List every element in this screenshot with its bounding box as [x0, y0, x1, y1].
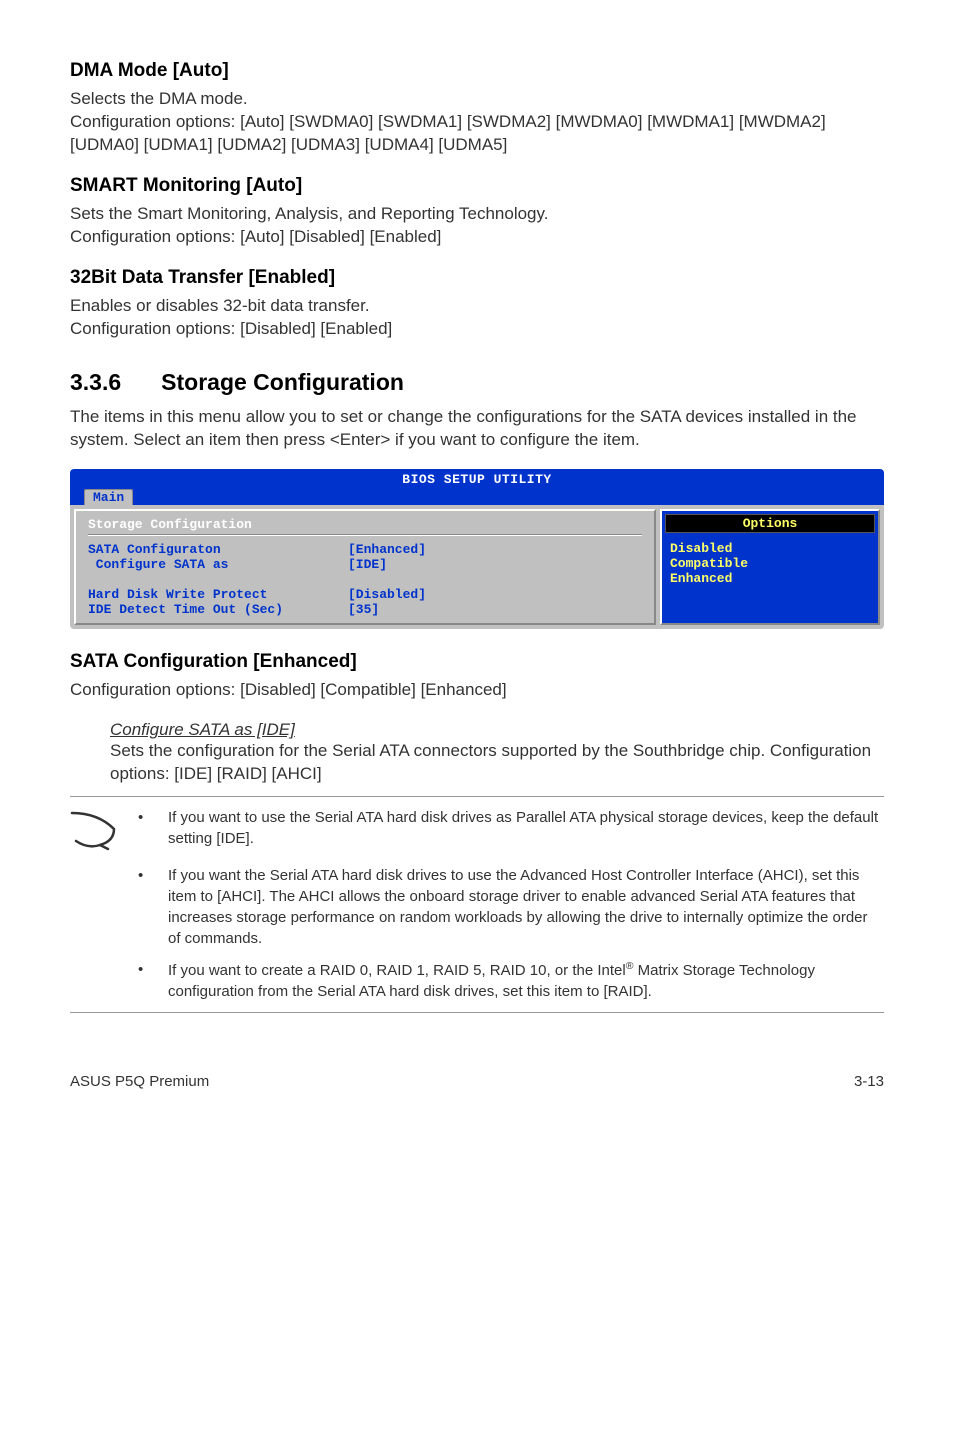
- bios-row-sata-config[interactable]: SATA Configuraton [Enhanced]: [88, 542, 642, 557]
- bit32-title: 32Bit Data Transfer [Enabled]: [70, 267, 884, 289]
- bios-label: Configure SATA as: [88, 557, 348, 572]
- footer-right: 3-13: [854, 1073, 884, 1090]
- bios-panel-title: Storage Configuration: [88, 517, 642, 532]
- storage-heading: 3.3.6 Storage Configuration: [70, 369, 884, 396]
- bios-value: [35]: [348, 602, 379, 617]
- section-number: 3.3.6: [70, 369, 121, 396]
- note-block: • If you want to use the Serial ATA hard…: [70, 796, 884, 859]
- note-icon-spacer: [70, 865, 120, 1002]
- configure-sata-subheading: Configure SATA as [IDE]: [110, 720, 884, 740]
- bit32-l1: Enables or disables 32-bit data transfer…: [70, 296, 370, 315]
- bullet-icon: •: [138, 865, 150, 949]
- bios-tab-row: Main: [70, 487, 884, 505]
- bios-option-disabled[interactable]: Disabled: [670, 541, 870, 556]
- bios-options-title: Options: [665, 514, 875, 533]
- page-footer: ASUS P5Q Premium 3-13: [70, 1073, 884, 1090]
- bios-option-compatible[interactable]: Compatible: [670, 556, 870, 571]
- smart-l1: Sets the Smart Monitoring, Analysis, and…: [70, 204, 548, 223]
- bios-row-ide-detect[interactable]: IDE Detect Time Out (Sec) [35]: [88, 602, 642, 617]
- bullet-icon: •: [138, 959, 150, 1002]
- note-text-3: If you want to create a RAID 0, RAID 1, …: [168, 959, 884, 1002]
- note-item-3: • If you want to create a RAID 0, RAID 1…: [138, 959, 884, 1002]
- sata-title: SATA Configuration [Enhanced]: [70, 651, 884, 673]
- sata-body: Configuration options: [Disabled] [Compa…: [70, 679, 884, 702]
- bios-label: Hard Disk Write Protect: [88, 587, 348, 602]
- bios-left-panel: Storage Configuration SATA Configuraton …: [74, 509, 656, 625]
- bios-value: [IDE]: [348, 557, 387, 572]
- bios-tab-main[interactable]: Main: [84, 489, 133, 505]
- footer-left: ASUS P5Q Premium: [70, 1073, 209, 1090]
- note-block-2: • If you want the Serial ATA hard disk d…: [70, 865, 884, 1013]
- bios-value: [Disabled]: [348, 587, 426, 602]
- note-3-pre: If you want to create a RAID 0, RAID 1, …: [168, 962, 626, 979]
- storage-para: The items in this menu allow you to set …: [70, 406, 884, 452]
- dma-l1: Selects the DMA mode.: [70, 89, 248, 108]
- note-icon: [70, 807, 120, 859]
- bios-body: Storage Configuration SATA Configuraton …: [70, 505, 884, 629]
- bios-label: SATA Configuraton: [88, 542, 348, 557]
- dma-title: DMA Mode [Auto]: [70, 60, 884, 82]
- note-text-1: If you want to use the Serial ATA hard d…: [168, 807, 884, 849]
- bit32-body: Enables or disables 32-bit data transfer…: [70, 295, 884, 341]
- bios-title-bar: BIOS SETUP UTILITY: [70, 469, 884, 487]
- bios-label: IDE Detect Time Out (Sec): [88, 602, 348, 617]
- dma-l2: Configuration options: [Auto] [SWDMA0] […: [70, 112, 826, 154]
- configure-sata-text: Sets the configuration for the Serial AT…: [110, 740, 884, 786]
- section-title: Storage Configuration: [161, 369, 404, 395]
- note-item-1: • If you want to use the Serial ATA hard…: [138, 807, 884, 849]
- bullet-icon: •: [138, 807, 150, 849]
- bios-screenshot: BIOS SETUP UTILITY Main Storage Configur…: [70, 469, 884, 629]
- bios-option-enhanced[interactable]: Enhanced: [670, 571, 870, 586]
- bit32-l2: Configuration options: [Disabled] [Enabl…: [70, 319, 392, 338]
- bios-row-spacer: [88, 572, 642, 587]
- bios-value: [Enhanced]: [348, 542, 426, 557]
- bios-row-hd-write-protect[interactable]: Hard Disk Write Protect [Disabled]: [88, 587, 642, 602]
- bios-right-panel: Options Disabled Compatible Enhanced: [660, 509, 880, 625]
- smart-title: SMART Monitoring [Auto]: [70, 175, 884, 197]
- note-text-2: If you want the Serial ATA hard disk dri…: [168, 865, 884, 949]
- bios-divider: [88, 534, 642, 536]
- dma-body: Selects the DMA mode. Configuration opti…: [70, 88, 884, 157]
- smart-l2: Configuration options: [Auto] [Disabled]…: [70, 227, 441, 246]
- smart-body: Sets the Smart Monitoring, Analysis, and…: [70, 203, 884, 249]
- note-item-2: • If you want the Serial ATA hard disk d…: [138, 865, 884, 949]
- note-list-2: • If you want the Serial ATA hard disk d…: [138, 865, 884, 1002]
- note-list: • If you want to use the Serial ATA hard…: [138, 807, 884, 859]
- bios-row-configure-sata-as[interactable]: Configure SATA as [IDE]: [88, 557, 642, 572]
